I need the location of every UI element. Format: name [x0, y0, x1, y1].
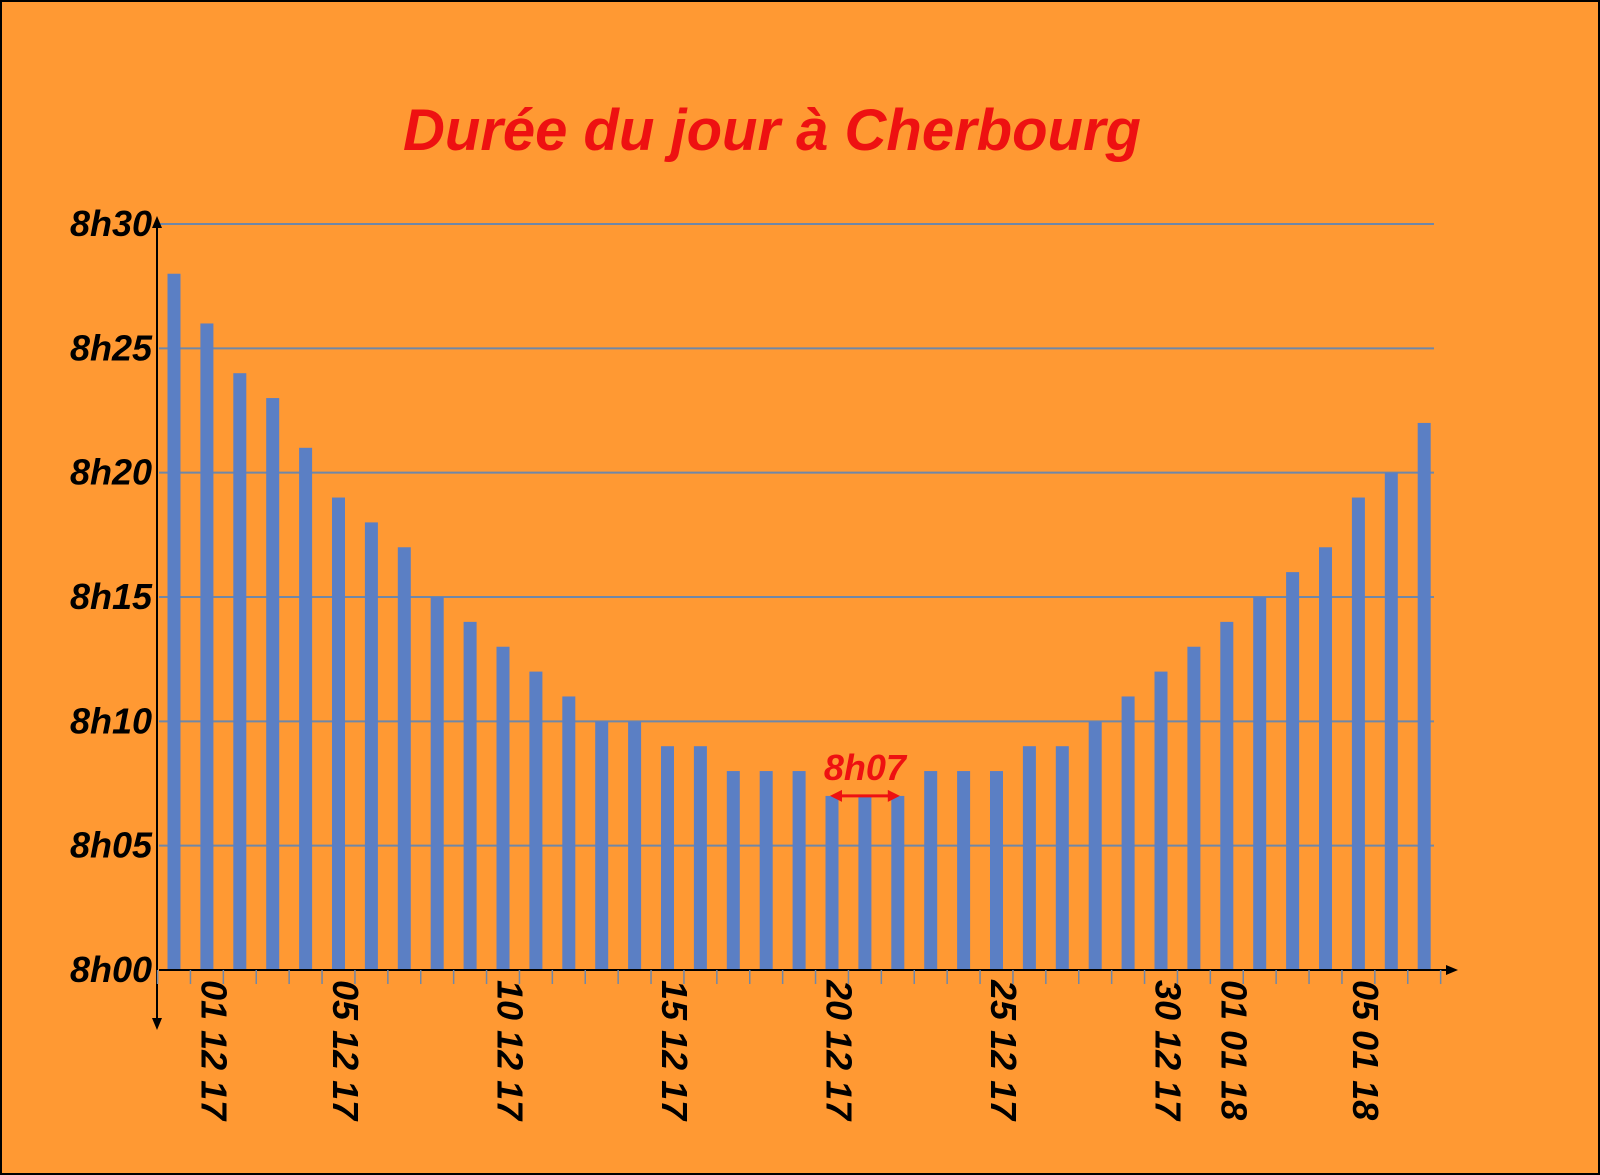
bar	[990, 771, 1003, 970]
bar	[628, 721, 642, 970]
x-tick-label-text: 25 12 17	[983, 979, 1024, 1122]
bar	[167, 273, 181, 970]
bar	[529, 671, 543, 970]
bar	[1022, 746, 1036, 970]
bar-series	[167, 273, 1431, 971]
bar	[332, 497, 345, 970]
x-tick-label: 20 12 17	[818, 979, 859, 1122]
x-tick-label-text: 05 01 18	[1345, 980, 1386, 1120]
annotation-arrow-right	[887, 789, 900, 802]
x-tick-label-text: 05 12 17	[325, 980, 366, 1122]
x-tick-label-text: 01 12 17	[193, 980, 234, 1122]
x-tick-label: 30 12 17	[1147, 980, 1188, 1122]
x-tick-label: 05 12 17	[325, 980, 366, 1122]
bar	[759, 771, 773, 970]
y-tick-label: 8h00	[70, 949, 152, 990]
bar	[693, 746, 707, 970]
y-tick-label: 8h10	[70, 700, 152, 741]
bar	[1055, 746, 1069, 970]
bar	[1417, 422, 1431, 970]
bar	[266, 398, 280, 971]
chart-title: Durée du jour à Cherbourg	[403, 98, 1141, 163]
bar	[397, 547, 411, 970]
bar	[792, 771, 806, 970]
y-tick-label: 8h30	[70, 203, 152, 244]
y-tick-labels: 8h00 8h05 8h10 8h15 8h20 8h25 8h30	[70, 203, 153, 990]
x-tick-label: 25 12 17	[983, 979, 1024, 1122]
bar	[430, 597, 444, 970]
y-tick-label: 8h05	[70, 825, 153, 866]
bar	[299, 447, 313, 970]
bar	[1187, 646, 1201, 970]
bar	[463, 621, 477, 970]
y-tick-label: 8h15	[70, 576, 153, 617]
bar	[1384, 472, 1398, 970]
bar	[1286, 572, 1300, 970]
grid-lines	[159, 223, 1434, 847]
bar	[1154, 671, 1168, 970]
y-axis-arrow-top	[152, 216, 162, 228]
bar	[496, 646, 510, 970]
bar	[1088, 721, 1102, 970]
x-tick-label-text: 15 12 17	[654, 980, 695, 1122]
x-tick-label-text: 10 12 17	[489, 980, 530, 1122]
x-tick-label: 01 01 18	[1213, 980, 1254, 1120]
annotation-label: 8h07	[824, 747, 908, 788]
x-tick-label-text: 30 12 17	[1147, 980, 1188, 1122]
bar	[1351, 497, 1365, 970]
x-tick-label-text: 20 12 17	[818, 979, 859, 1122]
bar	[891, 795, 905, 970]
y-axis-arrow-bottom	[152, 1018, 162, 1030]
bar	[1121, 696, 1135, 970]
bar	[726, 771, 740, 970]
bar	[1220, 621, 1234, 970]
bar	[1253, 597, 1267, 970]
y-tick-label: 8h20	[70, 452, 152, 493]
x-tick-label: 15 12 17	[654, 980, 695, 1122]
annotation: 8h07	[824, 747, 908, 802]
x-tick-label: 10 12 17	[489, 980, 530, 1122]
bar	[595, 721, 609, 970]
x-tick-labels: 01 12 17 05 12 17 10 12 17 15 12 17 20 12 17…	[193, 979, 1386, 1122]
x-tick-label: 01 12 17	[193, 980, 234, 1122]
bar	[233, 373, 247, 970]
bar	[364, 522, 378, 970]
bar	[858, 795, 872, 970]
y-tick-label: 8h25	[70, 327, 153, 368]
x-tick-label: 05 01 18	[1345, 980, 1386, 1120]
bar	[562, 696, 576, 970]
bar	[661, 746, 674, 970]
x-tick-label-text: 01 01 18	[1213, 980, 1254, 1120]
annotation-arrow-left	[830, 789, 842, 802]
bar	[200, 323, 214, 970]
bar	[1319, 547, 1332, 970]
axes	[152, 216, 1458, 1030]
bar	[825, 795, 839, 970]
x-axis-arrow	[1446, 965, 1458, 975]
bar	[924, 771, 938, 970]
bar	[957, 771, 971, 970]
